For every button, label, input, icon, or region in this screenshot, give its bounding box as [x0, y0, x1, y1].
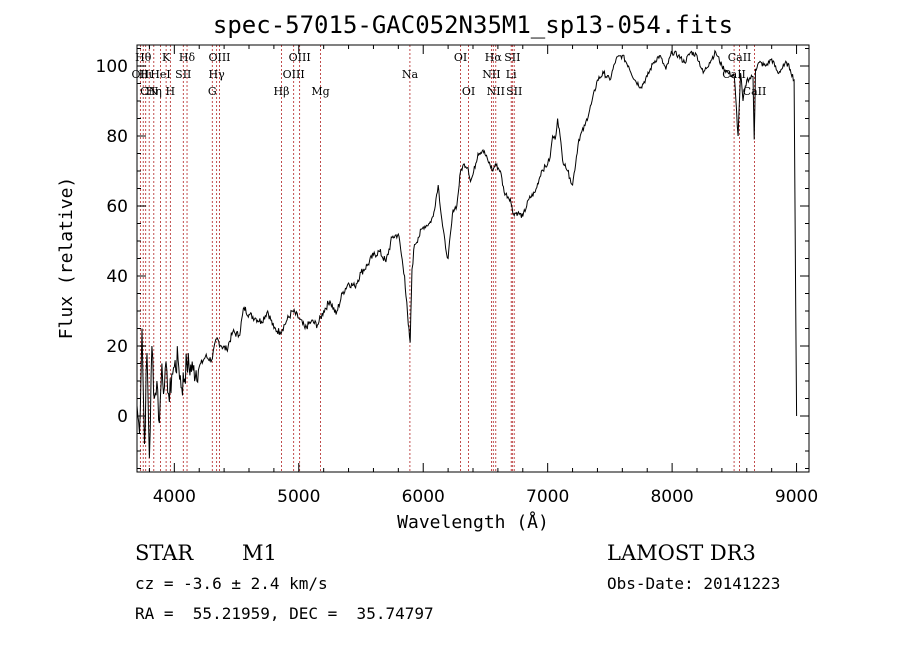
spectral-line-label: Hη	[146, 85, 162, 98]
x-tick-label: 9000	[775, 487, 818, 507]
y-tick-label: 100	[96, 57, 128, 77]
spectral-line-label: OIII	[283, 68, 305, 81]
spectral-line-label: Hβ	[274, 85, 290, 98]
y-tick-label: 80	[106, 127, 128, 147]
spectral-line-label: Hα	[485, 51, 503, 64]
spectral-line-label: SII	[504, 51, 520, 64]
coordinates-text: RA = 55.21959, DEC = 35.74797	[135, 604, 434, 623]
x-tick-label: 8000	[650, 487, 693, 507]
y-axis-label: Flux (relative)	[56, 177, 77, 340]
spectral-line-label: HeI	[150, 68, 170, 81]
spectral-line-label: Mg	[311, 85, 329, 98]
spectral-line-label: CaII	[743, 85, 767, 98]
spectral-line-label: OIII	[289, 51, 311, 64]
spectral-line-label: Li	[506, 68, 517, 81]
spectral-line-label: OI	[462, 85, 475, 98]
y-axis: 0 20 40 60 80 100	[96, 48, 809, 469]
spectral-line-label: Hγ	[209, 68, 226, 81]
x-tick-label: 4000	[153, 487, 196, 507]
obs-date: Obs-Date: 20141223	[607, 574, 781, 593]
spectral-line-markers	[139, 45, 755, 472]
spectral-line-label: CN	[140, 85, 158, 98]
chart-title: spec-57015-GAC052N35M1_sp13-054.fits	[213, 11, 733, 39]
spectral-line-label: Hδ	[179, 51, 196, 64]
object-subclass: M1	[242, 541, 277, 565]
spectral-line-label: H	[166, 85, 176, 98]
spectral-line-label: SII	[506, 85, 522, 98]
spectral-line-label: Na	[402, 68, 419, 81]
y-tick-label: 40	[106, 267, 128, 287]
x-tick-label: 7000	[526, 487, 569, 507]
survey-name: LAMOST DR3	[607, 541, 756, 565]
plot-frame	[136, 44, 810, 473]
x-tick-label: 5000	[277, 487, 320, 507]
x-axis: 4000 5000 6000 7000 8000 9000	[148, 45, 818, 507]
y-tick-label: 60	[106, 197, 128, 217]
object-class: STAR	[135, 541, 194, 565]
x-tick-label: 6000	[402, 487, 445, 507]
spectral-line-label: K	[162, 51, 171, 64]
spectral-line-label: OIII	[208, 51, 230, 64]
spectral-line-label: Hθ	[135, 51, 152, 64]
spectral-line-label: NII	[487, 85, 505, 98]
spectral-line-label: NII	[482, 68, 500, 81]
spectrum-line	[136, 49, 798, 459]
spectral-line-label: OII	[132, 68, 150, 81]
spectral-line-label: SII	[175, 68, 191, 81]
redshift-text: cz = -3.6 ± 2.4 km/s	[135, 574, 328, 593]
spectrum-chart: spec-57015-GAC052N35M1_sp13-054.fits OII…	[56, 11, 818, 533]
y-tick-label: 0	[117, 407, 128, 427]
spectral-line-label: OI	[454, 51, 467, 64]
spectral-line-label: Hι	[139, 68, 153, 81]
x-axis-label: Wavelength (Å)	[397, 511, 549, 533]
spectral-line-label: G	[208, 85, 217, 98]
spectral-line-label: CaII	[728, 51, 752, 64]
y-tick-label: 20	[106, 337, 128, 357]
